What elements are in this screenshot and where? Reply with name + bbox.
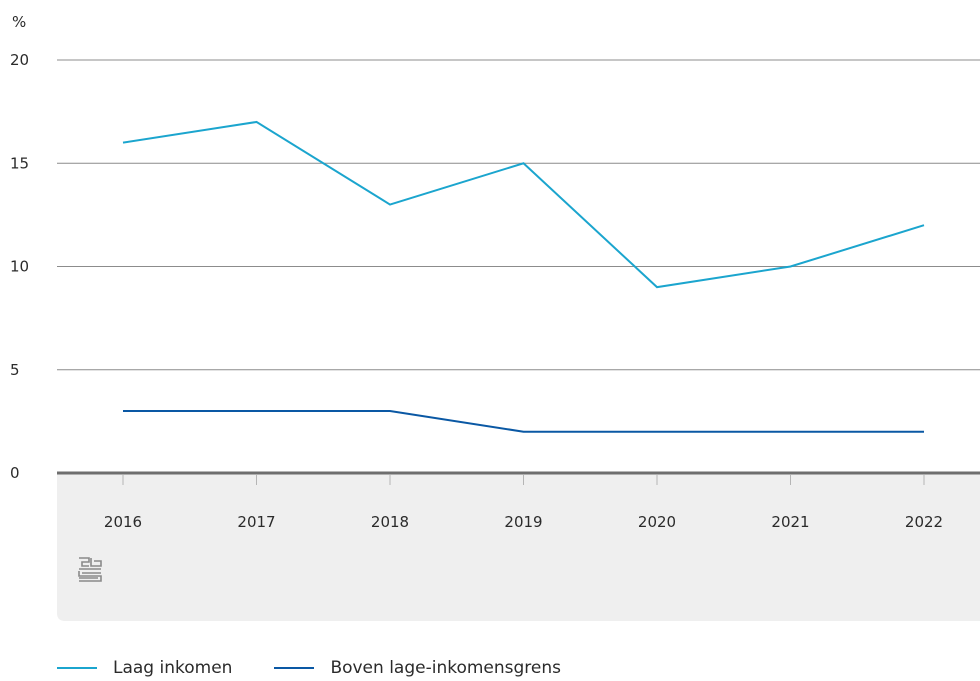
legend-item-1: Laag inkomen bbox=[57, 658, 232, 678]
y-tick-label: 15 bbox=[10, 154, 29, 172]
x-tick-label: 2020 bbox=[638, 513, 676, 531]
x-tick-label: 2016 bbox=[104, 513, 142, 531]
x-tick-label: 2022 bbox=[905, 513, 943, 531]
y-tick-label: 20 bbox=[10, 51, 29, 69]
x-axis-panel bbox=[57, 474, 980, 621]
cbs-logo-icon bbox=[78, 557, 102, 582]
x-tick-label: 2019 bbox=[504, 513, 542, 531]
series-line-2 bbox=[123, 410, 924, 433]
y-tick-label: 10 bbox=[10, 258, 29, 276]
x-tick-label: 2017 bbox=[237, 513, 275, 531]
legend-label: Boven lage-inkomensgrens bbox=[330, 658, 562, 678]
legend-label: Laag inkomen bbox=[113, 658, 233, 678]
series-line-1 bbox=[122, 120, 925, 289]
legend-swatch bbox=[57, 667, 97, 669]
y-tick-label: 5 bbox=[10, 361, 20, 379]
legend: Laag inkomen Boven lage-inkomensgrens bbox=[57, 655, 561, 681]
y-tick-label: 0 bbox=[10, 464, 20, 482]
x-tick-label: 2018 bbox=[371, 513, 409, 531]
y-axis-unit-label: % bbox=[12, 13, 26, 31]
legend-swatch bbox=[274, 667, 315, 669]
x-tick-label: 2021 bbox=[771, 513, 809, 531]
legend-item-2: Boven lage-inkomensgrens bbox=[274, 658, 561, 678]
